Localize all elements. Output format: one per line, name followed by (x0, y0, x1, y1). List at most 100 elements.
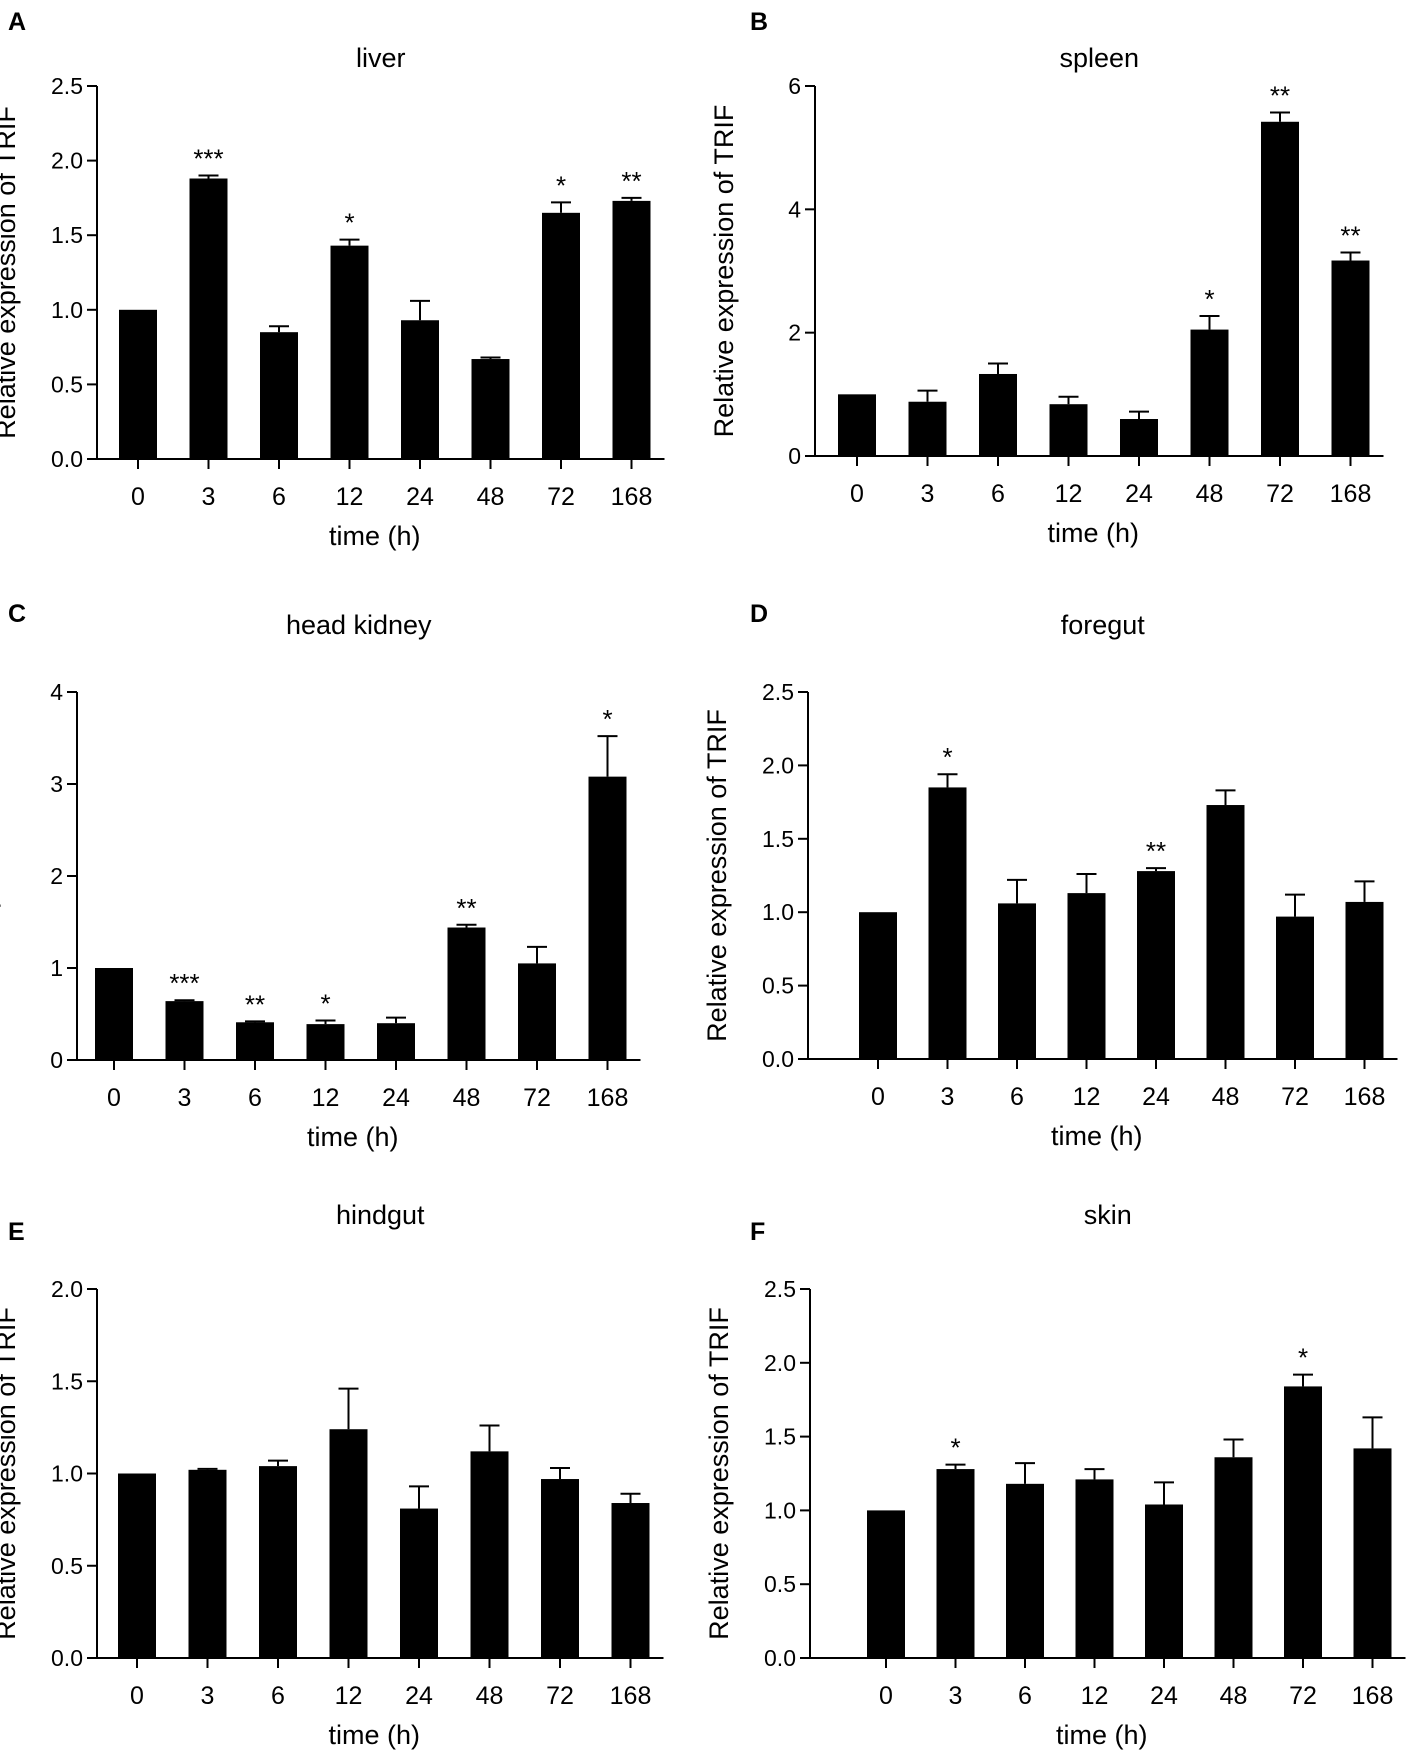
x-axis-label: time (h) (1051, 1121, 1143, 1151)
y-tick-label: 0.5 (51, 1553, 83, 1579)
significance-marker: * (950, 1433, 960, 1463)
x-tick-label: 3 (178, 1084, 192, 1112)
x-axis-label: time (h) (1047, 518, 1139, 548)
panel-label: D (750, 600, 768, 628)
x-tick-label: 3 (201, 1682, 215, 1710)
x-tick-label: 6 (1018, 1682, 1032, 1710)
significance-marker: *** (193, 144, 223, 174)
bar-48h (471, 359, 510, 459)
significance-marker: * (1204, 284, 1214, 314)
panel-label: A (8, 8, 26, 36)
significance-marker: * (320, 988, 330, 1018)
y-tick-label: 1.0 (51, 297, 83, 323)
x-tick-label: 12 (335, 1682, 363, 1710)
bar-24h (377, 1023, 415, 1060)
significance-marker: ** (1270, 81, 1290, 111)
x-tick-label: 24 (405, 1682, 433, 1710)
y-tick-label: 0.0 (51, 446, 83, 472)
bar-168h (1353, 1448, 1392, 1658)
y-axis-label: Relative expression of TRIF (704, 1307, 734, 1640)
bar-3h (189, 178, 228, 459)
bar-24h (401, 320, 439, 459)
bar-24h (400, 1508, 438, 1658)
x-tick-label: 0 (850, 480, 864, 508)
bar-72h (518, 963, 556, 1060)
x-tick-label: 24 (1125, 480, 1153, 508)
bar-168h (588, 776, 627, 1060)
x-tick-label: 3 (202, 483, 216, 511)
y-tick-label: 0.0 (51, 1645, 83, 1671)
bar-48h (447, 927, 486, 1060)
bar-3h (165, 1001, 204, 1060)
bar-12h (306, 1024, 345, 1060)
y-tick-label: 2 (788, 320, 801, 346)
panel-label: B (750, 8, 768, 36)
y-tick-label: 1.0 (51, 1461, 83, 1487)
x-tick-label: 72 (547, 483, 575, 511)
bar-6h (259, 1466, 297, 1658)
x-tick-label: 48 (477, 483, 505, 511)
bar-72h (541, 1479, 579, 1658)
x-tick-label: 168 (587, 1084, 629, 1112)
significance-marker: *** (169, 968, 199, 998)
x-tick-label: 0 (131, 483, 145, 511)
y-axis-label: Relative expression of TRIF (0, 106, 21, 439)
x-tick-label: 48 (476, 1682, 504, 1710)
chart-title: hindgut (336, 1200, 425, 1230)
x-axis-label: time (h) (329, 521, 421, 551)
x-tick-label: 168 (1330, 480, 1372, 508)
y-tick-label: 2.0 (762, 752, 794, 778)
bar-168h (612, 200, 651, 459)
y-tick-label: 1 (50, 955, 63, 981)
bar-72h (1276, 916, 1314, 1059)
bar-0h (119, 309, 157, 459)
panel-label: E (8, 1218, 25, 1246)
x-tick-label: 48 (1196, 480, 1224, 508)
bar-6h (1006, 1483, 1044, 1658)
significance-marker: ** (621, 166, 641, 196)
x-tick-label: 6 (248, 1084, 262, 1112)
y-tick-label: 1.5 (762, 826, 794, 852)
y-tick-label: 3 (50, 771, 63, 797)
chart-title: liver (356, 43, 406, 73)
x-tick-label: 24 (1142, 1083, 1170, 1111)
bar-3h (936, 1469, 975, 1658)
x-tick-label: 12 (1073, 1083, 1101, 1111)
panel-label: C (8, 600, 26, 628)
bar-48h (1206, 805, 1245, 1059)
y-tick-label: 2.5 (762, 679, 794, 705)
bar-3h (908, 401, 947, 456)
x-tick-label: 24 (406, 483, 434, 511)
y-tick-label: 2.0 (51, 148, 83, 174)
bar-168h (611, 1503, 650, 1658)
significance-marker: ** (245, 989, 265, 1019)
y-axis-label: Relative expression of TRIF (702, 709, 732, 1042)
y-tick-label: 0.0 (764, 1645, 796, 1671)
significance-marker: ** (456, 893, 476, 923)
x-tick-label: 72 (523, 1084, 551, 1112)
bar-0h (838, 394, 876, 456)
x-tick-label: 168 (611, 483, 653, 511)
bar-12h (1067, 893, 1106, 1059)
bar-48h (470, 1451, 509, 1658)
x-tick-label: 24 (1150, 1682, 1178, 1710)
x-tick-label: 0 (107, 1084, 121, 1112)
x-tick-label: 12 (1055, 480, 1083, 508)
x-tick-label: 48 (453, 1084, 481, 1112)
bar-168h (1331, 260, 1370, 456)
y-tick-label: 1.0 (762, 899, 794, 925)
x-tick-label: 24 (382, 1084, 410, 1112)
bar-12h (330, 245, 369, 459)
x-tick-label: 6 (1010, 1083, 1024, 1111)
y-tick-label: 2.5 (764, 1276, 796, 1302)
x-tick-label: 6 (991, 480, 1005, 508)
x-axis-label: time (h) (328, 1720, 420, 1750)
x-tick-label: 3 (949, 1682, 963, 1710)
bar-24h (1145, 1504, 1183, 1658)
significance-marker: * (602, 704, 612, 734)
